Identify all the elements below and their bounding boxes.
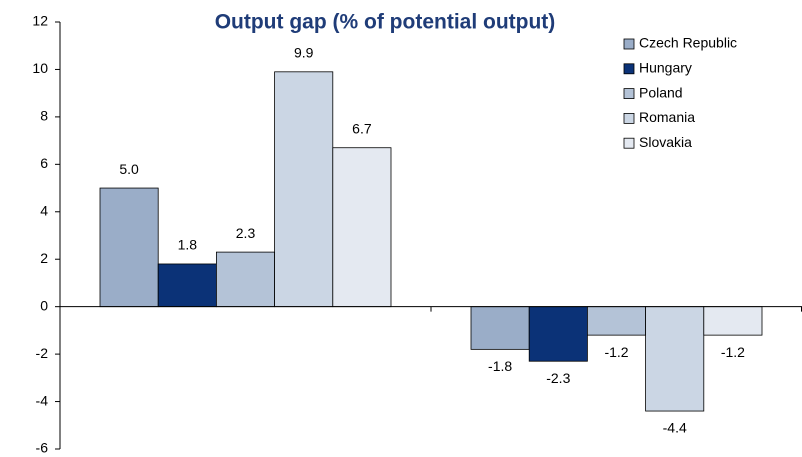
legend-swatch bbox=[623, 88, 635, 99]
data-label: -2.3 bbox=[546, 370, 570, 386]
legend-label: Romania bbox=[639, 109, 695, 125]
y-tick-label: 2 bbox=[40, 250, 48, 266]
bar bbox=[157, 263, 217, 308]
y-tick-label: -2 bbox=[36, 345, 49, 361]
y-tick-label: 6 bbox=[40, 155, 48, 171]
data-label: 6.7 bbox=[352, 120, 372, 136]
y-tick-label: 8 bbox=[40, 108, 48, 124]
data-label: -1.2 bbox=[721, 344, 745, 360]
y-tick-label: 10 bbox=[32, 60, 48, 76]
legend-swatch bbox=[623, 63, 635, 75]
y-tick-label: -4 bbox=[36, 392, 49, 408]
data-label: 5.0 bbox=[119, 161, 139, 177]
bar bbox=[274, 71, 334, 308]
y-tick-label: 4 bbox=[40, 202, 48, 218]
bar bbox=[703, 306, 763, 336]
bar bbox=[587, 306, 647, 336]
data-label: -1.8 bbox=[488, 358, 512, 374]
bar bbox=[528, 306, 588, 362]
bar bbox=[645, 306, 705, 412]
bar bbox=[332, 147, 392, 308]
legend-label: Poland bbox=[639, 84, 683, 100]
data-label: 9.9 bbox=[294, 45, 314, 61]
data-label: 2.3 bbox=[236, 225, 256, 241]
data-label: 1.8 bbox=[178, 237, 198, 253]
legend-label: Hungary bbox=[639, 60, 692, 76]
bar bbox=[99, 187, 159, 308]
chart-title: Output gap (% of potential output) bbox=[215, 11, 556, 34]
legend-swatch bbox=[623, 38, 635, 50]
bar bbox=[215, 251, 275, 308]
y-tick-label: 0 bbox=[40, 297, 48, 313]
legend-label: Czech Republic bbox=[639, 35, 737, 51]
legend-swatch bbox=[623, 113, 635, 124]
legend-label: Slovakia bbox=[639, 134, 692, 150]
y-tick-label: 12 bbox=[32, 13, 48, 29]
legend-swatch bbox=[623, 137, 635, 149]
data-label: -1.2 bbox=[604, 344, 628, 360]
bar bbox=[470, 306, 530, 350]
data-label: -4.4 bbox=[663, 420, 687, 436]
y-tick-label: -6 bbox=[36, 440, 49, 456]
